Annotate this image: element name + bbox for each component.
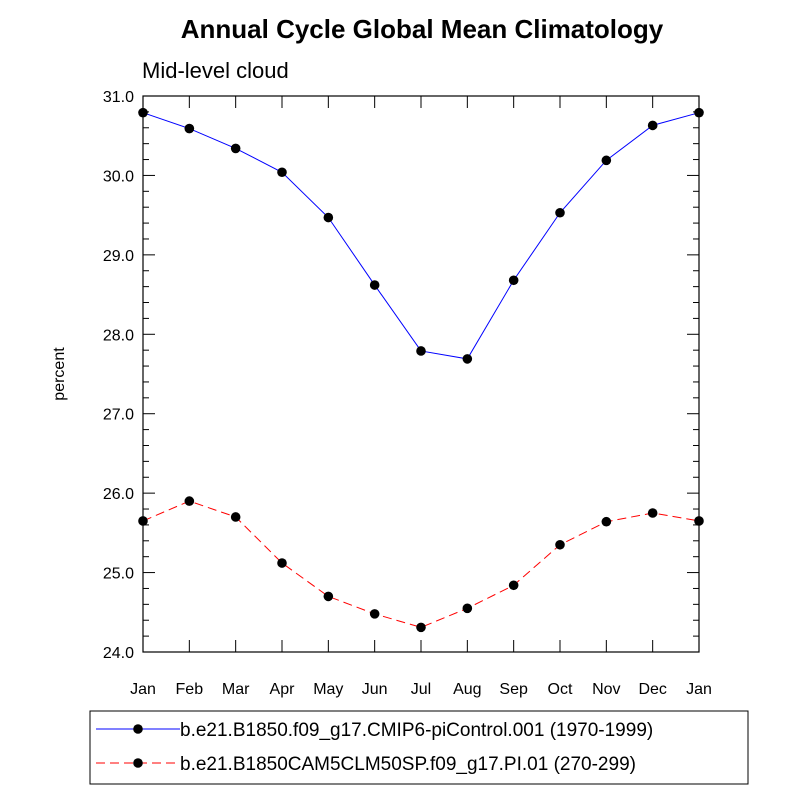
data-point: [462, 603, 473, 614]
data-point: [416, 622, 426, 633]
y-tick-label: 24.0: [103, 645, 134, 662]
data-point: [647, 120, 658, 131]
data-point: [323, 212, 334, 223]
chart-title: Annual Cycle Global Mean Climatology: [181, 14, 664, 44]
x-tick-label: Oct: [548, 681, 573, 698]
x-tick-label: Feb: [176, 681, 204, 698]
data-point: [601, 155, 612, 166]
data-point: [277, 167, 287, 178]
data-point: [277, 558, 287, 568]
x-tick-label: Jul: [411, 681, 431, 698]
plot-frame: [142, 95, 700, 653]
legend-box: [89, 710, 749, 785]
data-point: [230, 143, 241, 154]
data-point: [555, 207, 565, 218]
data-point: [323, 591, 334, 602]
data-point: [184, 123, 195, 134]
data-point: [369, 280, 380, 290]
x-tick-label: Jun: [362, 681, 388, 698]
data-point: [230, 512, 241, 522]
data-point: [184, 496, 195, 506]
legend-label-1: b.e21.B1850.f09_g17.CMIP6-piControl.001 …: [180, 720, 653, 741]
x-tick-label: Mar: [222, 681, 250, 698]
series-line-2: [142, 500, 700, 628]
data-point: [647, 508, 658, 518]
legend-marker-2: [133, 758, 143, 768]
series-line-1: [142, 112, 700, 360]
y-tick-label: 26.0: [103, 486, 134, 503]
legend: b.e21.B1850.f09_g17.CMIP6-piControl.001 …: [89, 710, 749, 785]
legend-label-2: b.e21.B1850CAM5CLM50SP.f09_g17.PI.01 (27…: [180, 754, 636, 775]
chart-subtitle: Mid-level cloud: [142, 58, 289, 83]
axis-ticks: Jan Feb Mar Apr May Jun Jul Aug Sep Oct Nov Dec Jan 2…: [103, 89, 712, 698]
legend-marker-1: [133, 724, 143, 734]
y-tick-label: 27.0: [103, 407, 134, 424]
y-tick-label: 30.0: [103, 168, 134, 185]
x-tick-label: Aug: [453, 681, 481, 698]
data-point: [462, 354, 473, 364]
x-tick-label: Apr: [270, 681, 296, 698]
x-tick-label: Jan: [686, 681, 712, 698]
y-axis-label: percent: [51, 347, 68, 401]
y-tick-label: 31.0: [103, 89, 134, 106]
data-point: [508, 275, 519, 286]
x-tick-label: May: [313, 681, 343, 698]
data-point: [555, 539, 565, 550]
y-tick-label: 25.0: [103, 566, 134, 583]
x-tick-label: Dec: [638, 681, 666, 698]
series-layer: [138, 107, 704, 633]
data-point: [601, 516, 612, 527]
y-tick-label: 28.0: [103, 327, 134, 344]
data-point: [369, 609, 380, 619]
data-point: [416, 346, 426, 356]
x-tick-label: Sep: [499, 681, 528, 698]
y-tick-label: 29.0: [103, 248, 134, 265]
data-point: [508, 580, 519, 591]
x-tick-label: Nov: [592, 681, 620, 698]
x-tick-label: Jan: [130, 681, 156, 698]
